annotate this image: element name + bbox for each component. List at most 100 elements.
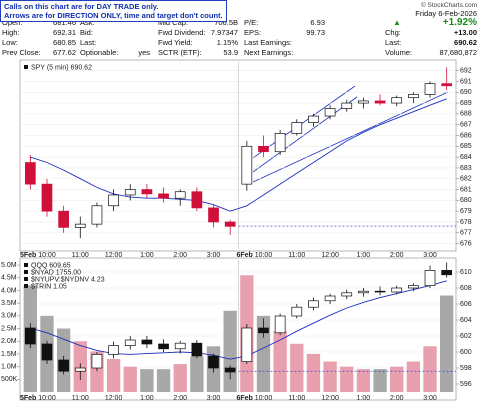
x-tick-label: 12:00 — [105, 395, 123, 402]
y-tick-label: 686 — [460, 132, 472, 139]
candle-body — [174, 191, 186, 199]
candle-body — [308, 300, 319, 308]
stat-value: 677.62 — [53, 48, 76, 57]
stat-value: 680.85 — [53, 38, 76, 47]
quote-value: +13.00 — [453, 28, 477, 37]
x-tick-label: 3:00 — [423, 252, 437, 259]
candle-body — [358, 100, 369, 104]
volume-bar — [440, 295, 454, 392]
volume-bar — [123, 366, 137, 392]
x-tick-label: 2:00 — [390, 252, 404, 259]
y2-tick-label: 4.5M — [1, 275, 17, 282]
candle-body — [324, 295, 336, 302]
notice-line: Arrows are for DIRECTION ONLY, time and … — [4, 11, 223, 20]
candle-body — [124, 339, 136, 346]
x-tick-label: 10:00 — [38, 252, 56, 259]
stat-value: 53.9 — [223, 48, 238, 57]
x-tick-label: 11:00 — [72, 395, 89, 402]
stat-value: 7.97347 — [210, 28, 238, 37]
y2-tick-label: 2.5M — [1, 325, 17, 332]
volume-bar — [223, 310, 237, 392]
candle-body — [341, 292, 353, 297]
volume-bar — [373, 369, 387, 392]
moving-average — [30, 280, 447, 360]
candle-body — [174, 342, 186, 350]
candle-body — [224, 367, 236, 373]
y-tick-label: 681 — [460, 186, 472, 193]
candle-body — [91, 354, 103, 369]
volume-bar — [306, 353, 321, 392]
stat-label: SCTR (ETF): — [158, 48, 202, 57]
volume-bar — [273, 331, 287, 392]
legend-entry: $NYAD 1755.00 — [31, 269, 81, 276]
y-tick-label: 676 — [460, 240, 472, 247]
trend-line — [252, 91, 449, 183]
bottom-panel — [19, 257, 457, 401]
x-tick-label: 10:00 — [255, 252, 273, 259]
candle-body — [374, 100, 386, 104]
legend-swatch — [24, 65, 28, 69]
volume-bar — [423, 346, 437, 392]
y-tick-label: 606 — [460, 301, 472, 308]
candle-body — [358, 290, 369, 294]
moving-average — [30, 98, 447, 212]
candle-body — [158, 193, 169, 199]
day-label: 5Feb — [20, 395, 36, 402]
notice-line: Calls on this chart are for DAY TRADE on… — [4, 2, 159, 11]
x-tick-label: 2:00 — [173, 395, 187, 402]
candle-body — [241, 327, 253, 362]
candle-body — [424, 270, 436, 286]
y2-tick-label: 4.0M — [1, 287, 17, 294]
volume-bar — [290, 343, 304, 392]
candle-body — [258, 327, 269, 334]
y2-tick-label: 500K — [1, 376, 18, 383]
x-tick-label: 10:00 — [255, 395, 273, 402]
y-tick-label: 689 — [460, 100, 472, 107]
x-tick-label: 3:00 — [423, 395, 437, 402]
y-tick-label: 680 — [460, 197, 472, 204]
x-tick-label: 10:00 — [38, 395, 56, 402]
quote-label: Volume: — [385, 48, 413, 57]
day-label: 5Feb — [20, 252, 36, 259]
x-tick-label: 3:00 — [207, 395, 221, 402]
y-tick-label: 687 — [460, 122, 472, 129]
y-tick-label: 608 — [460, 285, 472, 292]
legend-entry: $TRIN 1.05 — [31, 283, 67, 290]
candle-body — [58, 359, 69, 372]
x-tick-label: 2:00 — [390, 395, 404, 402]
stat-label: Fwd Dividend: — [158, 28, 206, 37]
candle-body — [224, 221, 236, 227]
candle-body — [191, 191, 203, 209]
x-tick-label: 12:00 — [105, 252, 123, 259]
stat-label: Optionable: — [80, 48, 119, 57]
candle-body — [408, 285, 419, 289]
y-tick-label: 600 — [460, 349, 472, 356]
day-label: 6Feb — [237, 395, 253, 402]
x-tick-label: 1:00 — [140, 252, 154, 259]
y2-tick-label: 2.0M — [1, 338, 17, 345]
legend-entry: $NYUPV:$NYDNV 4.23 — [31, 276, 105, 283]
y2-tick-label: 1.5M — [1, 351, 17, 358]
candle-body — [108, 194, 119, 207]
volume-bar — [156, 369, 171, 392]
candle-body — [91, 205, 103, 225]
candle-body — [41, 343, 53, 361]
candle-body — [141, 189, 153, 195]
candle-body — [258, 145, 269, 153]
stat-label: EPS: — [244, 28, 262, 37]
y-tick-label: 685 — [460, 143, 472, 150]
candle-body — [141, 339, 153, 345]
volume-bar — [356, 369, 371, 392]
x-tick-label: 2:00 — [173, 252, 187, 259]
candle-body — [24, 327, 36, 345]
y-tick-label: 679 — [460, 208, 472, 215]
pct-change: +1.92% — [442, 17, 477, 28]
candle-body — [41, 183, 53, 212]
y-tick-label: 682 — [460, 176, 472, 183]
candle-body — [241, 145, 253, 185]
volume-bar — [406, 361, 421, 392]
candle-body — [408, 94, 419, 99]
x-tick-label: 1:00 — [357, 252, 371, 259]
legend-title: SPY (5 min) 690.62 — [31, 64, 92, 71]
